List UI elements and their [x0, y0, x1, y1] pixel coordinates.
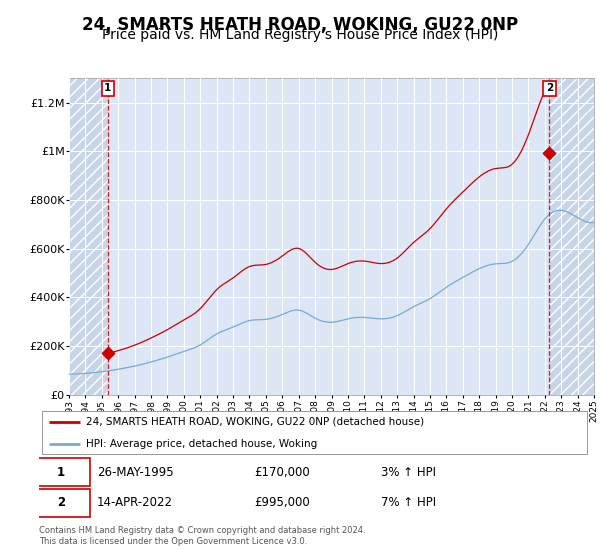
Text: £995,000: £995,000: [254, 496, 310, 510]
Text: Contains HM Land Registry data © Crown copyright and database right 2024.
This d: Contains HM Land Registry data © Crown c…: [39, 526, 365, 546]
Text: 24, SMARTS HEATH ROAD, WOKING, GU22 0NP (detached house): 24, SMARTS HEATH ROAD, WOKING, GU22 0NP …: [86, 417, 424, 427]
Text: HPI: Average price, detached house, Woking: HPI: Average price, detached house, Woki…: [86, 438, 317, 449]
FancyBboxPatch shape: [42, 410, 587, 455]
FancyBboxPatch shape: [32, 458, 91, 486]
Bar: [69, 78, 108, 395]
Point: [103, 349, 113, 358]
Text: £170,000: £170,000: [254, 465, 310, 479]
Text: 1: 1: [57, 465, 65, 479]
Text: 1: 1: [104, 83, 112, 93]
Bar: [550, 78, 594, 395]
Text: 3% ↑ HPI: 3% ↑ HPI: [381, 465, 436, 479]
Text: 24, SMARTS HEATH ROAD, WOKING, GU22 0NP: 24, SMARTS HEATH ROAD, WOKING, GU22 0NP: [82, 16, 518, 34]
Text: 14-APR-2022: 14-APR-2022: [97, 496, 173, 510]
Text: 2: 2: [546, 83, 553, 93]
Text: 2: 2: [57, 496, 65, 510]
Text: Price paid vs. HM Land Registry's House Price Index (HPI): Price paid vs. HM Land Registry's House …: [102, 28, 498, 42]
Text: 7% ↑ HPI: 7% ↑ HPI: [381, 496, 436, 510]
FancyBboxPatch shape: [32, 489, 91, 517]
Point: [545, 148, 554, 157]
Text: 26-MAY-1995: 26-MAY-1995: [97, 465, 173, 479]
